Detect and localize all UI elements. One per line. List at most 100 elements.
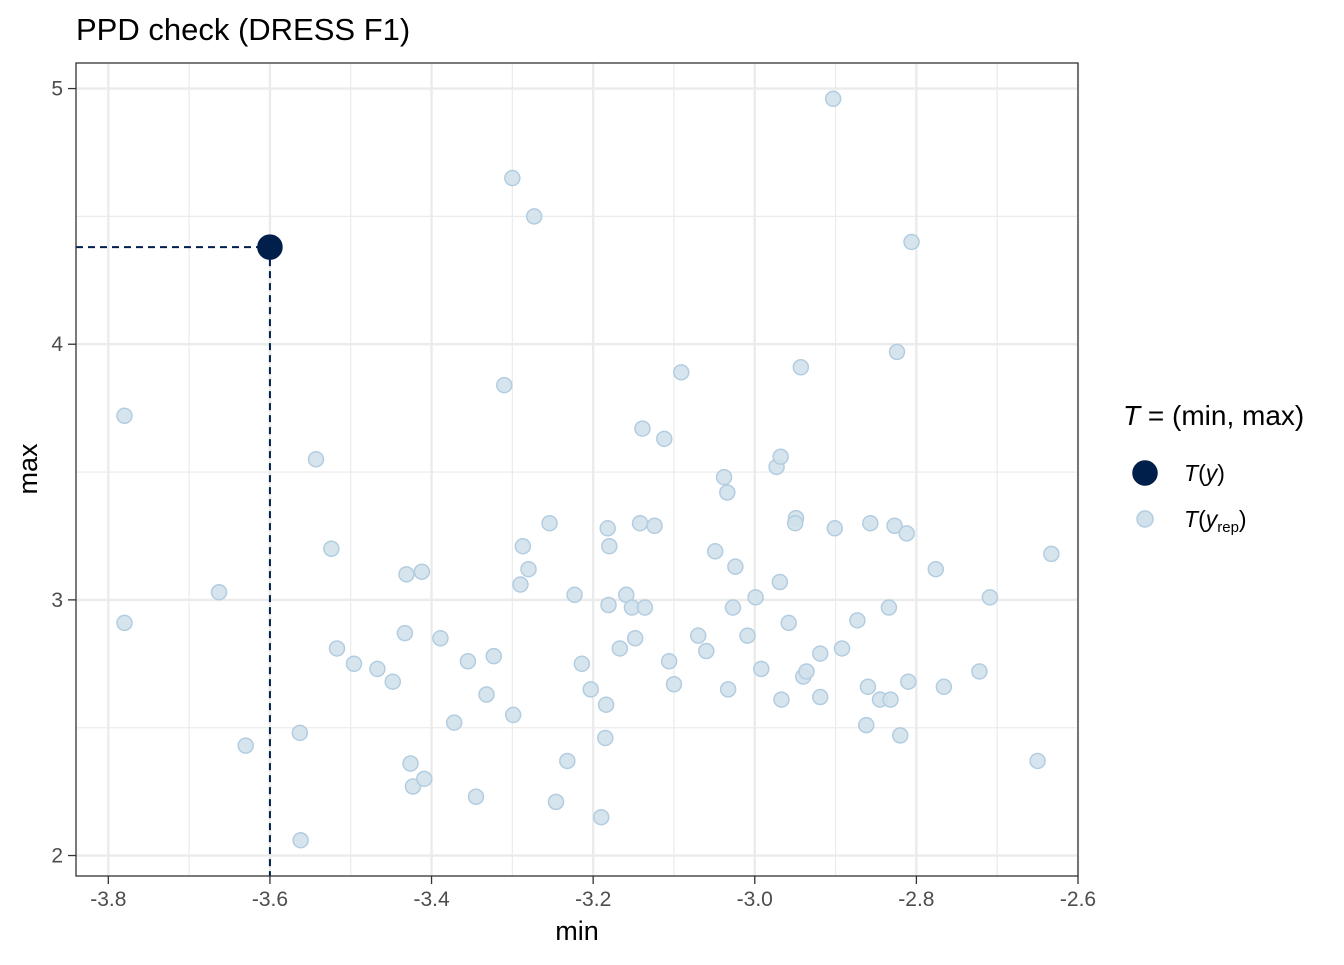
x-tick-label: -2.8 (898, 888, 934, 911)
x-tick-label: -3.2 (575, 888, 611, 911)
x-axis: -3.8 -3.6 -3.4 -3.2 -3.0 -2.8 -2.6 (90, 876, 1096, 911)
replicated-point (792, 358, 810, 376)
x-tick-label: -3.6 (252, 888, 288, 911)
replicated-point (307, 451, 325, 468)
replicated-point (566, 586, 583, 604)
replicated-point (660, 652, 678, 670)
replicated-point (478, 686, 495, 703)
replicated-point (824, 90, 842, 108)
plot-border (75, 62, 1079, 877)
replicated-point (636, 599, 654, 616)
replicated-point (833, 640, 851, 657)
replicated-point (369, 660, 386, 678)
replicated-point (291, 724, 309, 742)
replicated-point (611, 640, 629, 657)
replicated-point (665, 676, 683, 693)
replicated-point (520, 560, 537, 578)
replicated-point (656, 430, 673, 448)
replicated-point (432, 629, 449, 647)
replicated-point (467, 788, 485, 805)
replicated-point (772, 448, 789, 465)
minor-gridlines (76, 63, 1078, 876)
replicated-point (898, 525, 915, 542)
legend-title: T = (min, max) (1123, 400, 1304, 431)
replicated-point (504, 706, 522, 724)
replicated-point (882, 691, 899, 708)
legend-label-observed: T(y) (1184, 460, 1225, 486)
replicated-point (1029, 752, 1046, 770)
replicated-point (559, 752, 576, 770)
replicated-point (811, 688, 829, 706)
x-tick-label: -3.8 (90, 888, 126, 911)
replicated-point (631, 514, 649, 532)
replicated-point (859, 678, 877, 696)
replicated-point (485, 647, 503, 665)
replicated-point (724, 599, 742, 616)
legend-title-text: = (min, max) (1140, 400, 1304, 431)
replicated-point (210, 583, 228, 601)
x-tick-label: -2.6 (1060, 888, 1096, 911)
replicated-point (402, 755, 419, 772)
replicated-point (706, 543, 724, 560)
replicated-point (888, 343, 906, 361)
replicated-point (116, 614, 133, 632)
replicated-point (971, 663, 988, 680)
replicated-point (237, 737, 254, 754)
replicated-point (981, 589, 999, 606)
replicated-point (504, 169, 521, 187)
replicated-point (599, 520, 616, 537)
replicated-point (514, 537, 532, 555)
replicated-point (927, 560, 945, 578)
replicated-point (780, 614, 797, 632)
replicated-point (328, 640, 346, 657)
y-tick-label: 4 (51, 333, 63, 356)
replicated-point (592, 808, 610, 826)
replicated-point (541, 514, 558, 532)
replicated-point (727, 558, 744, 575)
replicated-point (849, 612, 866, 629)
replicated-point (719, 681, 737, 698)
replicated-point (747, 589, 764, 606)
replicated-point (547, 793, 565, 811)
replicated-point (903, 233, 920, 251)
y-tick-label: 5 (51, 78, 63, 101)
replicated-point (771, 573, 789, 591)
legend-label-replicated: T(yrep) (1184, 506, 1247, 536)
replicated-point (323, 540, 340, 558)
replicated-point (416, 770, 433, 788)
replicated-point (752, 660, 770, 678)
replicated-point (1043, 545, 1060, 563)
replicated-point (891, 727, 909, 744)
replicated-point (573, 655, 591, 673)
replicated-point (739, 627, 756, 644)
replicated-point (459, 652, 477, 670)
replicated-point (396, 624, 414, 642)
replicated-point (292, 831, 309, 849)
observed-point (257, 234, 283, 260)
legend-key-observed (1132, 460, 1158, 486)
replicated-point (862, 514, 879, 532)
replicated-point (886, 517, 903, 534)
chart-title: PPD check (DRESS F1) (76, 12, 410, 47)
replicated-point (496, 376, 513, 394)
legend: T = (min, max) T(y) T(yrep) (1123, 400, 1304, 536)
replicated-point (597, 696, 615, 713)
replicated-point (935, 678, 953, 696)
replicated-point (719, 484, 736, 501)
replicated-point (512, 576, 529, 593)
replicated-point (798, 663, 815, 680)
replicated-point (689, 627, 707, 644)
plot-panel (76, 63, 1078, 876)
x-tick-label: -3.4 (413, 888, 450, 911)
y-axis: 2 3 4 5 (51, 78, 76, 868)
replicated-point (445, 714, 463, 731)
replicated-point (345, 655, 363, 673)
y-tick-label: 2 (51, 845, 63, 868)
replicated-point (626, 629, 644, 647)
replicated-point (600, 596, 617, 614)
x-axis-label: min (555, 916, 599, 946)
replicated-point (413, 563, 431, 581)
legend-title-symbol: T (1123, 400, 1142, 431)
replicated-points (116, 90, 1060, 849)
